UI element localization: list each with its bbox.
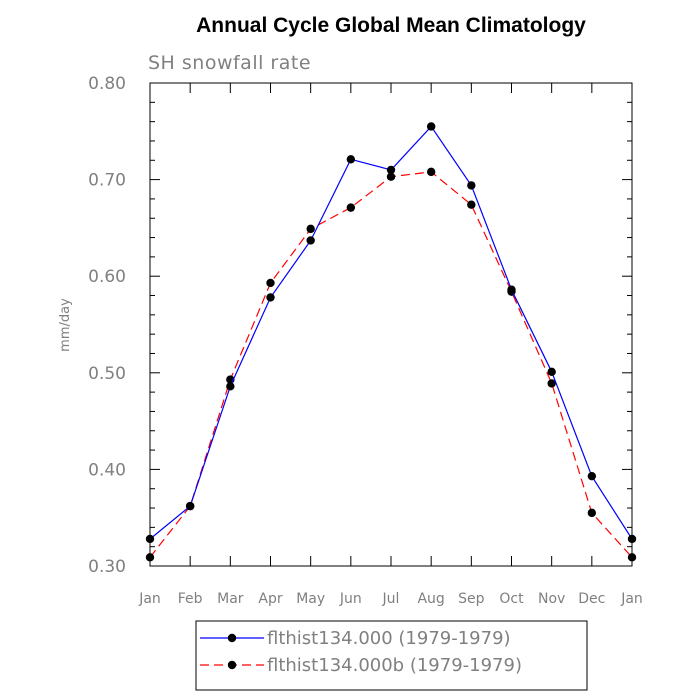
x-tick-label: May [296, 591, 325, 607]
y-tick-label: 0.30 [88, 557, 126, 577]
x-tick-label: Apr [258, 591, 282, 607]
data-point [185, 501, 195, 511]
x-tick-label: Jan [138, 591, 161, 607]
x-tick-label: Mar [217, 591, 244, 607]
x-tick-label: Jun [339, 591, 362, 607]
data-point [547, 367, 556, 377]
y-tick-label: 0.50 [88, 364, 126, 384]
series-line [149, 125, 633, 540]
data-point [266, 293, 275, 302]
legend-label: flthist134.000b (1979-1979) [267, 655, 522, 676]
y-tick-label: 0.80 [88, 74, 126, 94]
data-point [547, 379, 556, 388]
legend-item: flthist134.000 (1979-1979) [200, 628, 511, 649]
y-tick-labels: 0.30 0.40 0.50 0.60 0.70 0.80 [88, 74, 126, 577]
y-tick-label: 0.40 [88, 460, 126, 480]
data-point [266, 278, 275, 288]
data-point [386, 172, 396, 181]
x-tick-label: Oct [499, 591, 524, 607]
data-point [507, 285, 516, 294]
data-point [426, 122, 436, 131]
data-point [587, 471, 597, 481]
data-point [306, 236, 315, 245]
axis-ticks [149, 82, 633, 567]
y-tick-label: 0.60 [88, 267, 126, 287]
chart-subtitle: SH snowfall rate [148, 52, 311, 74]
series-lines [145, 122, 637, 562]
data-point [226, 382, 235, 391]
legend-item: flthist134.000b (1979-1979) [200, 655, 522, 676]
data-point [346, 203, 356, 212]
data-point [426, 167, 436, 177]
x-tick-label: Aug [417, 591, 444, 607]
data-point [467, 181, 476, 190]
x-tick-label: Sep [458, 591, 485, 607]
series-group [145, 122, 637, 544]
chart-title: Annual Cycle Global Mean Climatology [196, 14, 586, 37]
data-point [306, 224, 315, 234]
y-axis-label: mm/day [58, 298, 73, 352]
legend-label: flthist134.000 (1979-1979) [267, 628, 511, 649]
data-point [386, 165, 396, 175]
data-point [346, 155, 356, 164]
series-line [149, 171, 633, 558]
legend-marker [227, 633, 237, 643]
legend-marker [227, 660, 237, 670]
data-point [587, 508, 597, 518]
x-tick-labels: Jan Feb Mar Apr May Jun Jul Aug Sep Oct Nov Dec Jan [138, 591, 643, 607]
plot-frame [149, 82, 633, 567]
data-point [467, 200, 476, 209]
x-tick-label: Dec [578, 591, 605, 607]
legend-box [195, 620, 588, 691]
legend: flthist134.000 (1979-1979) flthist134.000… [195, 620, 588, 691]
x-tick-label: Jan [620, 591, 643, 607]
series-group [145, 167, 637, 562]
x-tick-label: Nov [538, 591, 565, 607]
x-tick-label: Feb [178, 591, 203, 607]
y-tick-label: 0.70 [88, 171, 126, 191]
x-tick-label: Jul [382, 591, 400, 607]
